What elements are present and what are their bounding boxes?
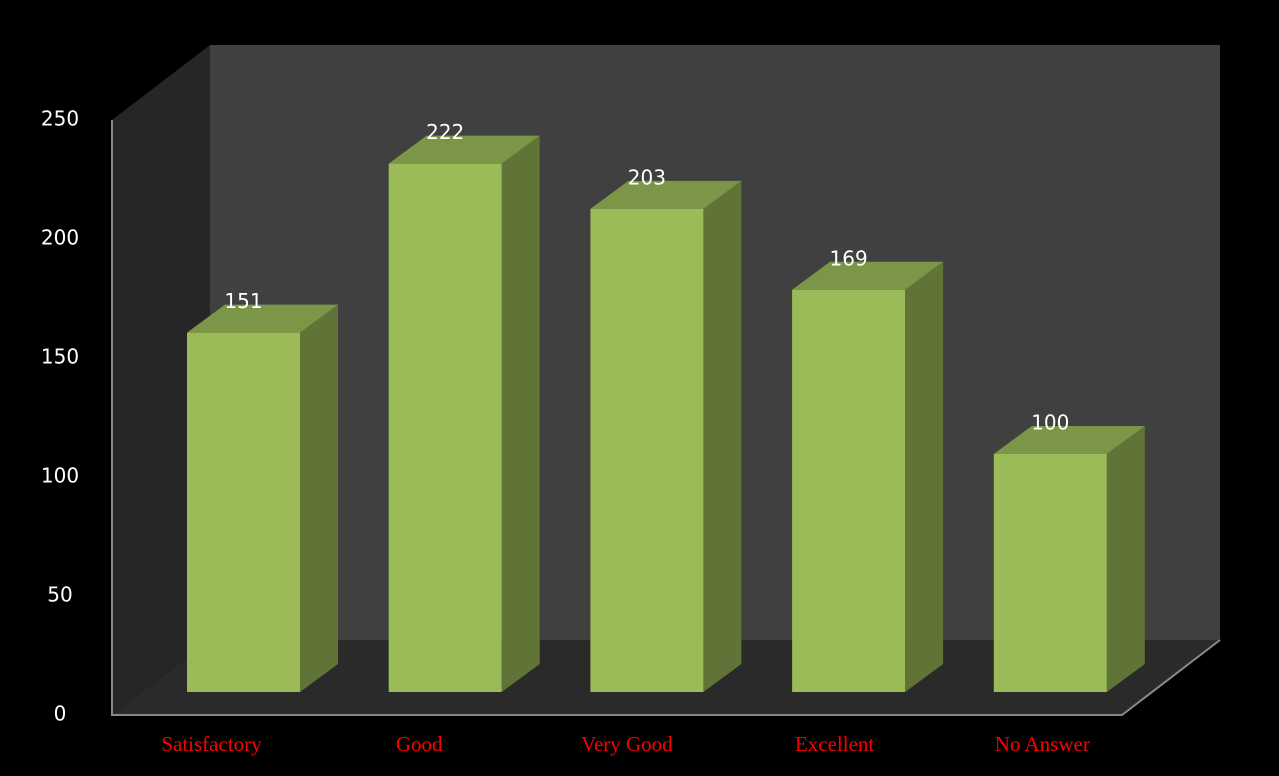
bar-top: [993, 426, 1145, 454]
bar-side: [703, 180, 742, 693]
bar: [792, 261, 944, 692]
y-tick-label: 50: [47, 583, 72, 607]
x-tick-label: Very Good: [581, 732, 673, 756]
y-tick-label: 200: [41, 226, 79, 250]
y-tick-label: 150: [41, 345, 79, 369]
side-wall: [112, 45, 210, 715]
axis-line: [111, 120, 1221, 716]
bar-top: [590, 180, 742, 209]
bar-top: [388, 135, 540, 164]
value-label: 203: [628, 165, 666, 189]
y-tick-label: 0: [54, 702, 67, 726]
bar-front: [993, 454, 1107, 692]
value-label: 222: [426, 120, 464, 144]
x-tick-label: Good: [396, 732, 443, 756]
y-tick-label: 250: [41, 107, 79, 131]
y-tick-label: 100: [41, 464, 79, 488]
bar: [590, 180, 742, 693]
bar-side: [905, 261, 944, 692]
bar-top: [792, 261, 944, 290]
bar-front: [187, 332, 300, 692]
bar: [388, 135, 540, 692]
value-label: 169: [830, 246, 868, 270]
x-tick-label: No Answer: [995, 732, 1090, 756]
bar-front: [792, 289, 906, 692]
value-label: 100: [1031, 411, 1069, 435]
bar-top: [187, 304, 338, 333]
x-tick-label: Excellent: [795, 732, 874, 756]
bar: [993, 426, 1145, 692]
bar-front: [388, 163, 502, 692]
bar-side: [1106, 426, 1145, 692]
bar-front: [590, 208, 704, 693]
bar-side: [300, 304, 338, 692]
bar-side: [501, 135, 540, 692]
bar: [187, 304, 338, 692]
value-label: 151: [224, 289, 262, 313]
x-tick-label: Satisfactory: [161, 732, 262, 756]
